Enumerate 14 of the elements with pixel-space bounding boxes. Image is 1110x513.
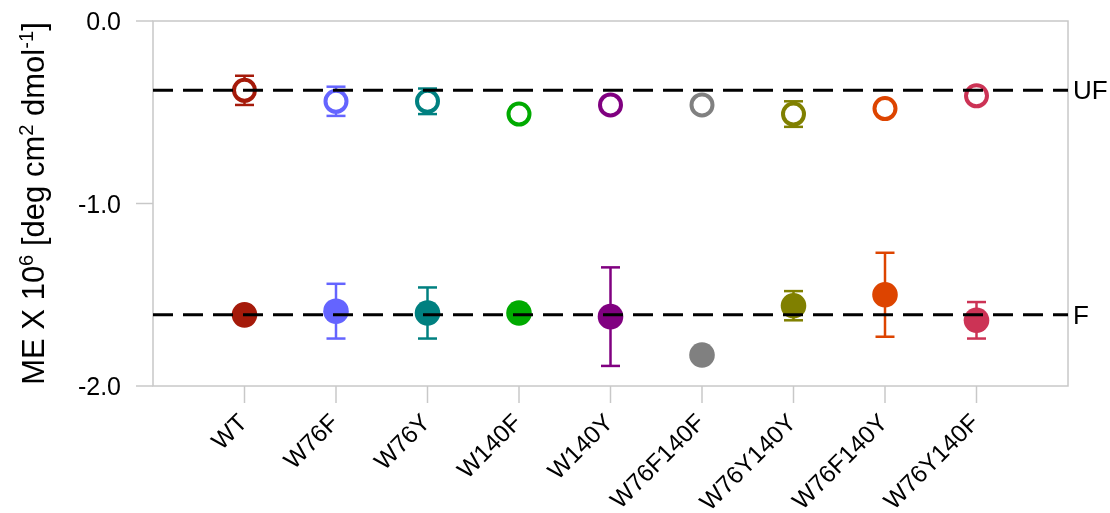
point xyxy=(323,298,349,324)
ref-line-label: UF xyxy=(1073,75,1108,106)
point xyxy=(872,96,898,122)
point xyxy=(231,302,258,328)
point xyxy=(872,281,898,308)
ref-line-label: F xyxy=(1073,299,1089,330)
y-tick-label: -1.0 xyxy=(77,189,121,218)
y-tick-label: -2.0 xyxy=(77,372,121,400)
point xyxy=(689,92,715,118)
point xyxy=(598,92,623,118)
y-tick-label: 0.0 xyxy=(86,7,121,35)
point xyxy=(689,342,715,368)
point xyxy=(506,101,532,127)
x-tick-label: WT xyxy=(206,408,253,455)
